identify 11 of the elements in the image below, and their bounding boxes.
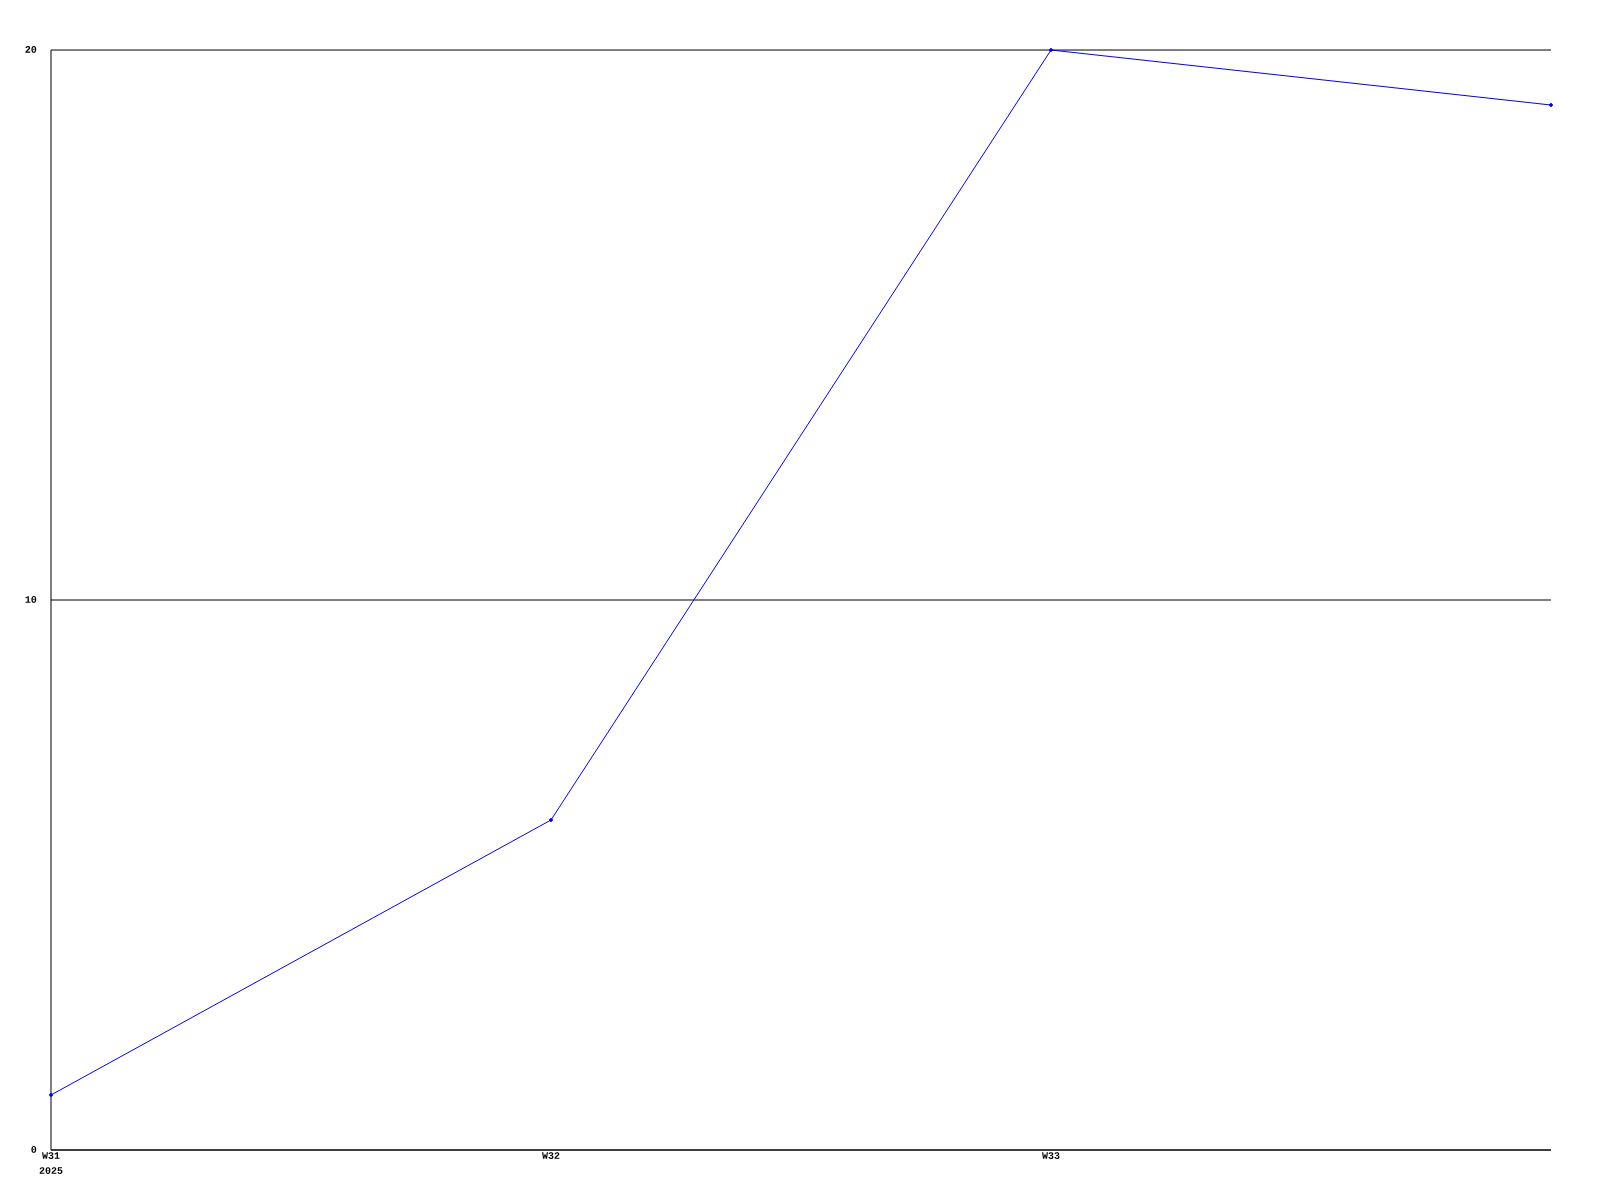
point <box>548 818 553 822</box>
y-tick-label: 0 <box>31 1146 37 1153</box>
text: 2025 <box>39 1167 63 1174</box>
y-tick-label: 10 <box>25 596 37 603</box>
y-tick-label: 20 <box>25 46 37 53</box>
point <box>49 1093 53 1097</box>
point <box>1048 48 1053 53</box>
x-tick-label: W32 <box>542 1152 560 1159</box>
x-tick-label: W33 <box>1042 1152 1060 1159</box>
point <box>1548 103 1553 108</box>
x-tick-label: W31 <box>42 1152 60 1159</box>
